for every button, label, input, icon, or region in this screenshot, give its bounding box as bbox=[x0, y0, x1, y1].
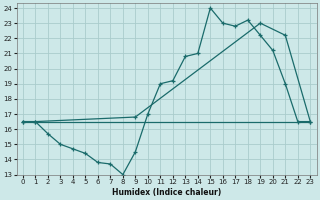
X-axis label: Humidex (Indice chaleur): Humidex (Indice chaleur) bbox=[112, 188, 221, 197]
